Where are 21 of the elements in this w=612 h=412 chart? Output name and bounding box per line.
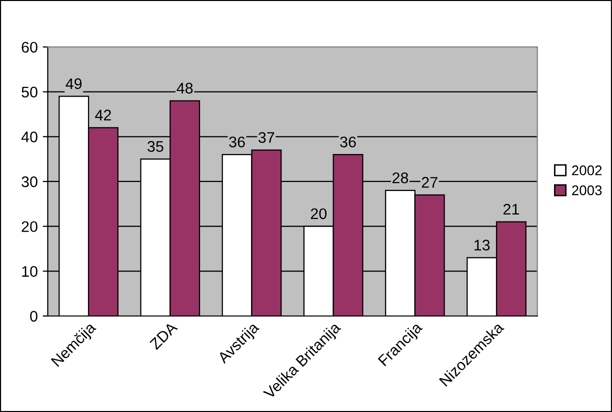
data-label: 49 bbox=[66, 78, 82, 90]
data-label: 48 bbox=[176, 82, 193, 94]
data-label: 37 bbox=[258, 132, 274, 143]
y-tick-label: 50 bbox=[22, 86, 38, 98]
y-tick-label: 60 bbox=[22, 42, 38, 53]
y-tick-label: 40 bbox=[21, 132, 38, 142]
data-label: 28 bbox=[392, 172, 408, 184]
data-label: 36 bbox=[229, 136, 245, 148]
y-tick-label: 30 bbox=[22, 176, 38, 188]
y-tick-label: 0 bbox=[30, 310, 38, 322]
data-label: 35 bbox=[148, 141, 164, 152]
data-label: 42 bbox=[95, 110, 111, 120]
y-tick-label: 20 bbox=[22, 221, 38, 232]
legend-label: 2002 bbox=[572, 165, 602, 176]
data-label: 21 bbox=[503, 204, 519, 215]
data-label: 13 bbox=[474, 240, 490, 251]
data-label: 20 bbox=[310, 208, 327, 220]
data-label: 27 bbox=[422, 176, 438, 188]
data-label: 36 bbox=[340, 136, 356, 148]
y-tick-label: 10 bbox=[22, 266, 38, 277]
legend-label: 2003 bbox=[572, 185, 602, 196]
